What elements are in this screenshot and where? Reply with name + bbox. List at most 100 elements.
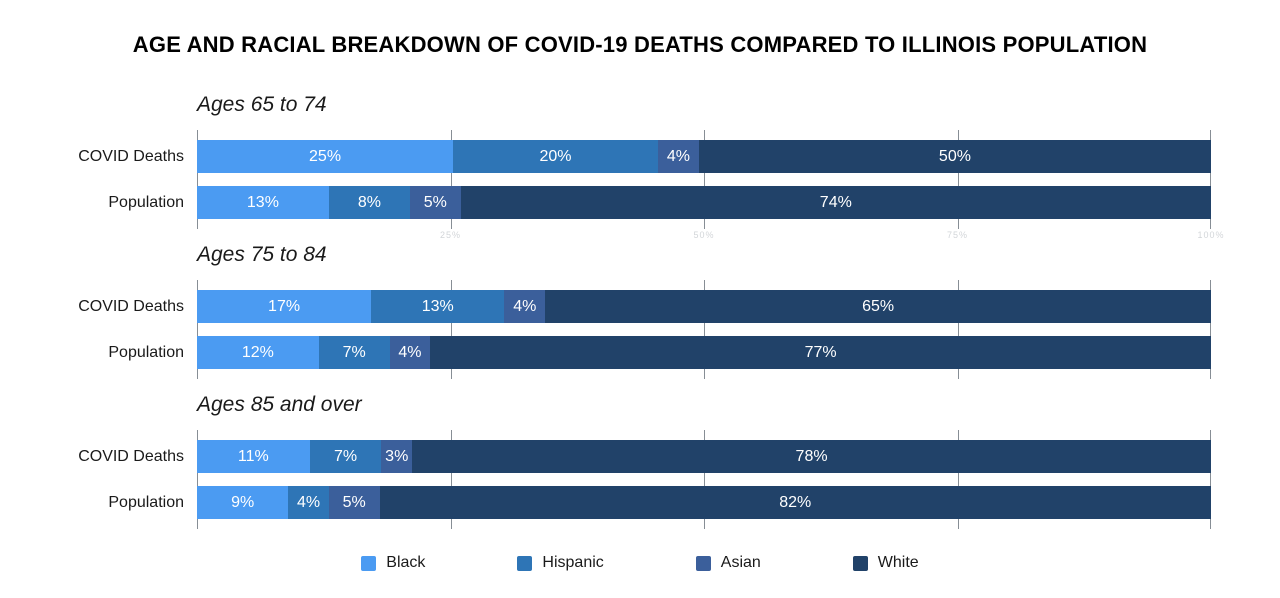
- segment-value-label: 5%: [423, 193, 447, 211]
- age-group-title: Ages 85 and over: [197, 393, 362, 416]
- bar-segment-white: 65%: [545, 290, 1211, 323]
- axis-line: [197, 430, 198, 529]
- row-label: COVID Deaths: [78, 298, 184, 315]
- age-group-title: Ages 65 to 74: [197, 93, 327, 116]
- bar-segment-hispanic: 7%: [318, 336, 390, 369]
- stacked-bar: 25% 20% 4% 50%: [197, 140, 1211, 173]
- bar-segment-black: 17%: [197, 290, 372, 323]
- bar-segment-black: 11%: [197, 440, 310, 473]
- bar-row: Population 13% 8% 5% 74%: [108, 186, 1211, 219]
- faint-axis-tick-label: 75%: [946, 230, 969, 240]
- bar-segment-hispanic: 8%: [328, 186, 410, 219]
- bar-segment-hispanic: 4%: [288, 486, 329, 519]
- bar-segment-black: 9%: [197, 486, 289, 519]
- bar-segment-asian: 5%: [328, 486, 380, 519]
- gridline: [1210, 130, 1211, 229]
- segment-value-label: 25%: [309, 147, 342, 165]
- bar-segment-black: 25%: [197, 140, 454, 173]
- segment-value-label: 12%: [241, 343, 274, 361]
- segment-value-label: 78%: [795, 447, 828, 465]
- legend-item-hispanic: Hispanic: [517, 554, 604, 572]
- segment-value-label: 4%: [296, 493, 321, 511]
- legend-swatch-icon: [695, 555, 711, 571]
- segment-value-label: 77%: [804, 343, 837, 361]
- segment-value-label: 4%: [513, 297, 537, 315]
- bar-segment-hispanic: 7%: [309, 440, 382, 473]
- segment-value-label: 11%: [237, 447, 269, 465]
- legend-label: Hispanic: [542, 554, 604, 571]
- chart-title: AGE AND RACIAL BREAKDOWN OF COVID-19 DEA…: [132, 32, 1148, 57]
- bar-segment-white: 77%: [430, 336, 1212, 369]
- bar-segment-white: 82%: [379, 486, 1212, 519]
- bar-segment-white: 78%: [412, 440, 1212, 473]
- faint-axis-tick-label: 100%: [1197, 230, 1225, 240]
- chart-groups: Ages 65 to 74 COVID Deaths 25% 20% 4% 50% Popu…: [0, 92, 1280, 529]
- bar-row: COVID Deaths 17% 13% 4% 65%: [78, 290, 1211, 323]
- segment-value-label: 20%: [539, 147, 572, 165]
- age-group-title: Ages 75 to 84: [197, 243, 327, 266]
- legend-item-white: White: [852, 554, 919, 572]
- gridline: [704, 430, 705, 529]
- bar-segment-asian: 4%: [504, 290, 546, 323]
- plot-area: COVID Deaths 17% 13% 4% 65% Population 12% 7% 4%…: [78, 280, 1212, 379]
- segment-value-label: 74%: [819, 193, 852, 211]
- bar-segment-hispanic: 20%: [453, 140, 658, 173]
- gridline: [704, 130, 705, 229]
- plot-area: COVID Deaths 11% 7% 3% 78% Population 9% 4% 5% 82…: [78, 430, 1212, 529]
- stacked-bar: 12% 7% 4% 77%: [197, 336, 1212, 369]
- segment-value-label: 3%: [385, 447, 409, 465]
- legend-swatch-icon: [852, 555, 868, 571]
- stacked-bar: 9% 4% 5% 82%: [197, 486, 1212, 519]
- legend-label: Black: [386, 554, 426, 571]
- row-label: Population: [108, 194, 184, 211]
- segment-value-label: 82%: [779, 493, 812, 511]
- age-group: Ages 65 to 74 COVID Deaths 25% 20% 4% 50% Popu…: [0, 92, 1280, 240]
- gridline: [957, 130, 959, 229]
- segment-value-label: 7%: [333, 447, 358, 465]
- bar-segment-asian: 3%: [381, 440, 413, 473]
- gridline: [450, 430, 452, 529]
- legend-item-asian: Asian: [695, 554, 761, 572]
- gridline: [450, 130, 452, 229]
- legend-swatch-icon: [517, 555, 533, 571]
- segment-value-label: 9%: [231, 493, 255, 511]
- chart-legend: Black Hispanic Asian White: [0, 554, 1280, 572]
- legend-item-black: Black: [361, 554, 425, 572]
- bar-segment-white: 74%: [460, 186, 1211, 219]
- bar-row: COVID Deaths 25% 20% 4% 50%: [78, 140, 1211, 173]
- plot-area: COVID Deaths 25% 20% 4% 50% Population 13% 8% 5%…: [78, 130, 1224, 240]
- legend-label: Asian: [720, 554, 761, 571]
- row-label: Population: [108, 344, 184, 361]
- bar-segment-black: 13%: [197, 186, 329, 219]
- gridline: [1210, 430, 1211, 529]
- bar-segment-white: 50%: [698, 140, 1211, 173]
- gridline: [957, 280, 959, 379]
- bar-segment-asian: 4%: [657, 140, 699, 173]
- gridline: [704, 280, 705, 379]
- age-group: Ages 85 and over COVID Deaths 11% 7% 3% 78% Po…: [0, 392, 1280, 529]
- segment-value-label: 13%: [246, 193, 279, 211]
- stacked-bar: 13% 8% 5% 74%: [197, 186, 1211, 219]
- bar-segment-asian: 5%: [409, 186, 461, 219]
- legend-label: White: [877, 554, 919, 571]
- row-label: COVID Deaths: [78, 148, 184, 165]
- gridline: [1210, 280, 1211, 379]
- stacked-bar: 17% 13% 4% 65%: [197, 290, 1211, 323]
- axis-line: [197, 280, 198, 379]
- row-label: Population: [108, 494, 184, 511]
- segment-value-label: 4%: [666, 147, 690, 165]
- bar-segment-black: 12%: [197, 336, 319, 369]
- row-label: COVID Deaths: [78, 448, 184, 465]
- segment-value-label: 17%: [268, 297, 301, 315]
- gridline: [450, 280, 452, 379]
- bar-segment-hispanic: 13%: [371, 290, 505, 323]
- segment-value-label: 7%: [342, 343, 366, 361]
- faint-axis-tick-label: 25%: [439, 230, 462, 240]
- segment-value-label: 13%: [421, 297, 454, 315]
- stacked-bar: 11% 7% 3% 78%: [197, 440, 1212, 473]
- bar-row: COVID Deaths 11% 7% 3% 78%: [78, 440, 1212, 473]
- segment-value-label: 50%: [938, 147, 971, 165]
- bar-row: Population 12% 7% 4% 77%: [108, 336, 1212, 369]
- segment-value-label: 8%: [357, 193, 381, 211]
- bar-segment-asian: 4%: [389, 336, 431, 369]
